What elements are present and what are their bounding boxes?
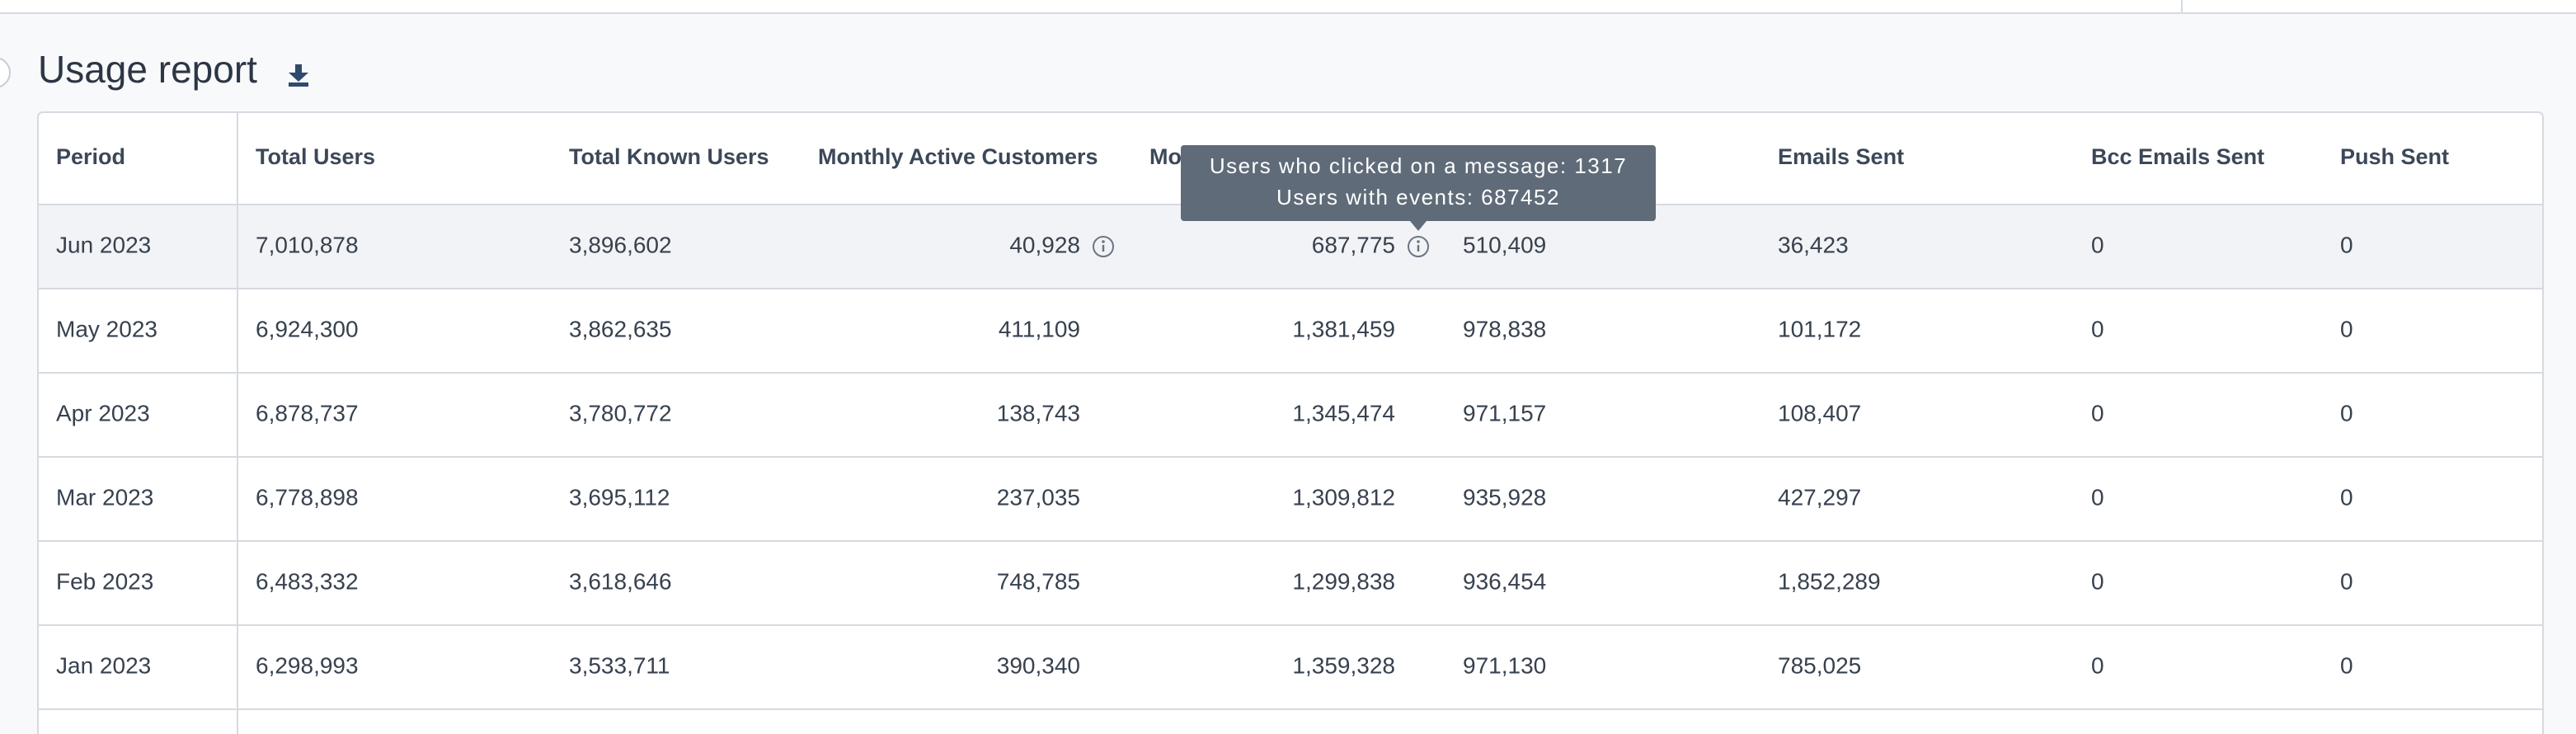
table-cell: 427,297 <box>1778 484 1861 510</box>
table-cell: 510,409 <box>1463 232 1546 257</box>
tooltip-line: Users who clicked on a message: 1317 <box>1210 153 1627 178</box>
column-header: Period <box>56 144 125 169</box>
info-icon[interactable] <box>1093 236 1114 257</box>
table-cell: 785,025 <box>1778 652 1861 678</box>
table-cell: 3,780,772 <box>569 400 672 426</box>
info-icon[interactable] <box>1408 236 1429 257</box>
table-cell: 237,035 <box>997 484 1080 510</box>
table-cell: 3,862,635 <box>569 316 672 341</box>
info-circle <box>1093 236 1114 257</box>
column-header: Emails Sent <box>1778 144 1904 169</box>
info-dot <box>1417 240 1420 243</box>
table-cell: 0 <box>2340 568 2353 594</box>
table-cell: 935,928 <box>1463 484 1546 510</box>
table-cell: 101,172 <box>1778 316 1861 341</box>
table-cell: 971,130 <box>1463 652 1546 678</box>
column-header: Total Users <box>256 144 375 169</box>
table-cell: 978,838 <box>1463 316 1546 341</box>
table-cell: 6,924,300 <box>256 316 359 341</box>
info-circle <box>1408 236 1429 257</box>
table-cell: 936,454 <box>1463 568 1546 594</box>
table-cell: 6,878,737 <box>256 400 359 426</box>
top-bar <box>0 0 2576 13</box>
info-dot <box>1102 240 1105 243</box>
table-cell: May 2023 <box>56 316 157 341</box>
table-cell: 6,298,993 <box>256 652 359 678</box>
table-cell: 40,928 <box>1009 232 1080 257</box>
table-cell: 7,010,878 <box>256 232 359 257</box>
tooltip: Users who clicked on a message: 1317 User… <box>1181 145 1656 231</box>
column-header: Bcc Emails Sent <box>2091 144 2264 169</box>
download-icon[interactable] <box>289 64 308 87</box>
table-cell: 138,743 <box>997 400 1080 426</box>
table-cell: 1,381,459 <box>1292 316 1395 341</box>
table-cell: 0 <box>2091 652 2104 678</box>
table-cell: Jan 2023 <box>56 652 151 678</box>
table-cell: 1,299,838 <box>1292 568 1395 594</box>
table-cell: 1,359,328 <box>1292 652 1395 678</box>
column-header: Monthly Active Customers <box>818 144 1098 169</box>
page-title: Usage report <box>38 48 257 91</box>
table-cell: 0 <box>2340 232 2353 257</box>
table-cell: 748,785 <box>997 568 1080 594</box>
table-cell: 6,483,332 <box>256 568 359 594</box>
column-header: Push Sent <box>2340 144 2449 169</box>
table-cell: 390,340 <box>997 652 1080 678</box>
table-cell: 687,775 <box>1312 232 1395 257</box>
table-cell: 0 <box>2340 652 2353 678</box>
usage-table: Period Total Users Total Known Users Monthl… <box>39 113 2542 734</box>
table-cell: 0 <box>2340 316 2353 341</box>
table-cell: 3,896,602 <box>569 232 672 257</box>
table-cell: Apr 2023 <box>56 400 150 426</box>
table-cell: 1,309,812 <box>1292 484 1395 510</box>
table-cell: 0 <box>2091 232 2104 257</box>
table-cell: 0 <box>2340 400 2353 426</box>
table-cell: 0 <box>2091 316 2104 341</box>
table-cell: 0 <box>2340 484 2353 510</box>
table-cell: Feb 2023 <box>56 568 153 594</box>
table-cell: 0 <box>2091 568 2104 594</box>
column-header: Total Known Users <box>569 144 769 169</box>
table-cell: 0 <box>2091 484 2104 510</box>
table-cell: 971,157 <box>1463 400 1546 426</box>
table-cell: 3,618,646 <box>569 568 672 594</box>
table-cell: 108,407 <box>1778 400 1861 426</box>
table-cell: 3,533,711 <box>569 652 670 678</box>
table-cell: 6,778,898 <box>256 484 359 510</box>
sidebar-toggle[interactable] <box>0 57 11 88</box>
table-cell: 1,852,289 <box>1778 568 1881 594</box>
table-cell: Mar 2023 <box>56 484 153 510</box>
table-cell: 3,695,112 <box>569 484 670 510</box>
table-cell: 36,423 <box>1778 232 1849 257</box>
table-cell: 411,109 <box>999 316 1080 341</box>
table-cell: Jun 2023 <box>56 232 151 257</box>
table-cell: 0 <box>2091 400 2104 426</box>
tooltip-line: Users with events: 687452 <box>1276 185 1560 209</box>
table-cell: 1,345,474 <box>1292 400 1395 426</box>
